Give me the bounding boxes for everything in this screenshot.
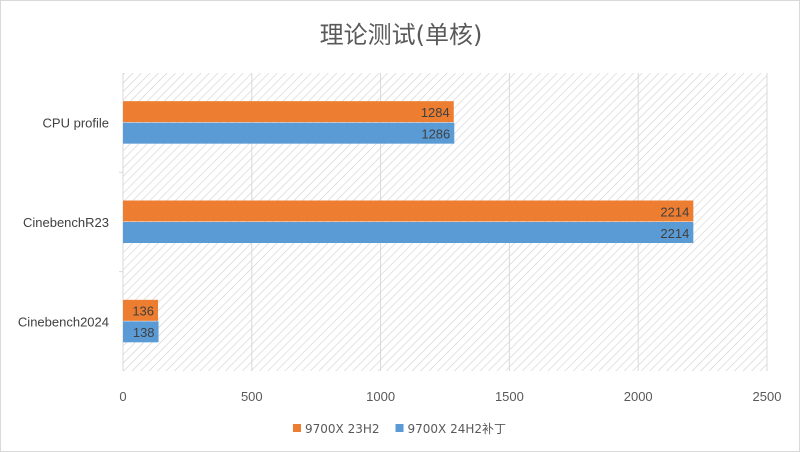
x-tick-label: 0: [119, 389, 126, 404]
category-label: CinebenchR23: [23, 215, 109, 230]
legend-label: 9700X 23H2: [305, 422, 380, 436]
legend-swatch: [293, 424, 301, 432]
bar: [123, 222, 694, 243]
legend-swatch: [395, 424, 404, 432]
bar: [123, 321, 159, 343]
data-label: 1286: [421, 126, 450, 141]
bar: [123, 200, 694, 222]
category-label: CPU profile: [43, 116, 109, 131]
bar: [123, 122, 455, 144]
data-label: 136: [132, 304, 154, 319]
data-label: 2214: [660, 204, 689, 219]
data-label: 2214: [660, 226, 689, 241]
data-label: 1284: [421, 105, 450, 120]
data-label: 138: [133, 325, 155, 340]
x-tick-label: 2500: [753, 389, 782, 404]
bar: [123, 299, 159, 321]
chart-title: 理论测试(单核): [320, 21, 483, 49]
x-tick-label: 500: [241, 389, 263, 404]
x-tick-label: 2000: [624, 389, 653, 404]
x-tick-label: 1500: [495, 389, 524, 404]
x-tick-label: 1000: [366, 389, 395, 404]
category-label: Cinebench2024: [18, 314, 109, 329]
legend-label: 9700X 24H2补丁: [408, 422, 507, 436]
bar: [123, 101, 454, 123]
